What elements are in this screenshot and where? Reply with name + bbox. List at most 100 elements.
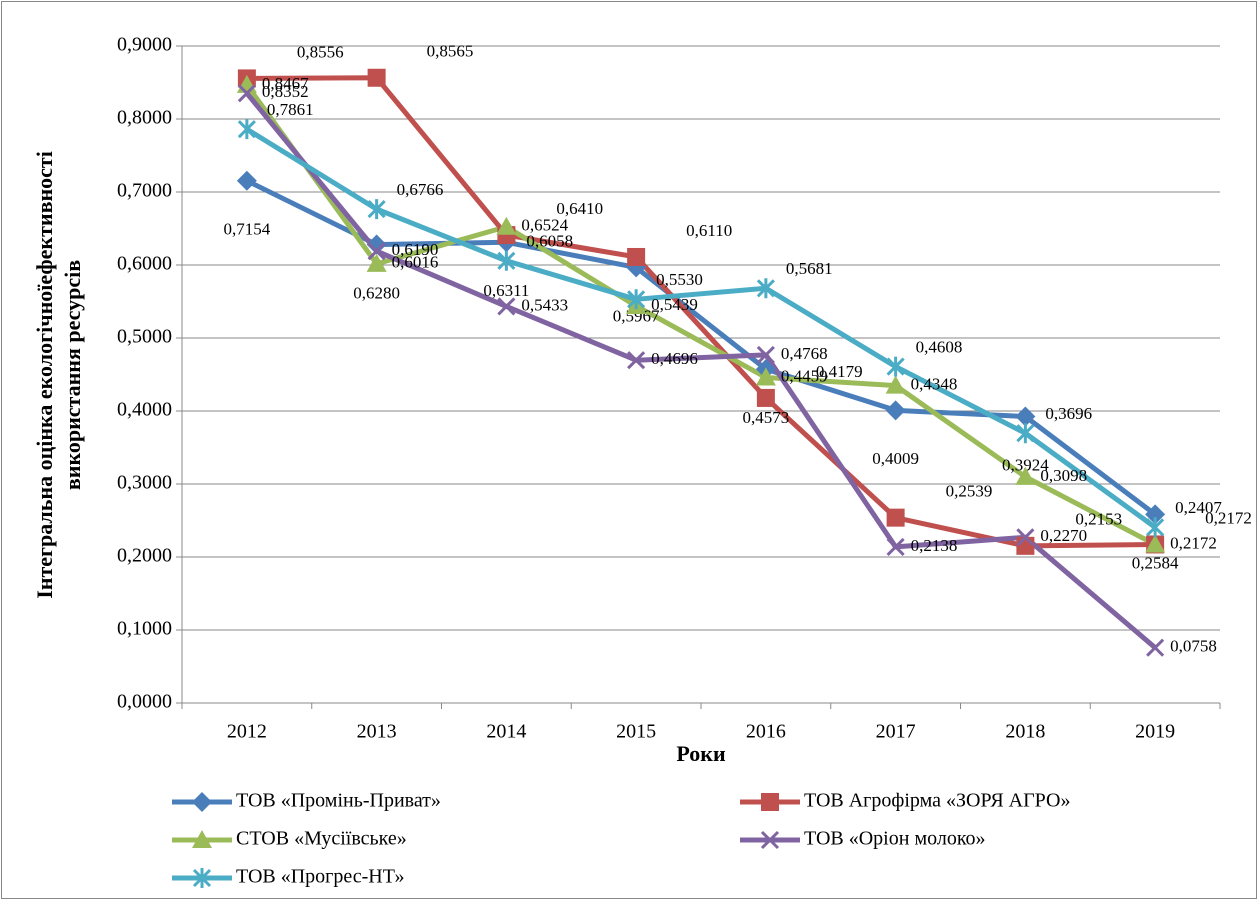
marker [1016,536,1035,555]
marker [886,537,905,556]
data-label: 0,6280 [353,283,400,302]
data-label: 0,6190 [392,240,439,259]
marker [1016,423,1035,444]
data-label: 0,5967 [613,306,660,325]
y-tick-label: 0,9000 [117,34,172,56]
y-tick-label: 0,3000 [117,472,172,494]
data-label: 0,5433 [521,295,568,314]
x-tick-label: 2016 [746,721,786,743]
marker [756,345,775,364]
data-label: 0,4179 [816,362,863,381]
y-tick-label: 0,0000 [117,691,172,713]
legend-label: ТОВ Агрофірма «ЗОРЯ АГРО» [804,790,1070,812]
marker [886,508,905,527]
marker [756,278,775,299]
y-tick-label: 0,5000 [117,326,172,348]
marker [367,68,386,87]
y-axis-title: Інтегральна оцінка екологічноїефективнос… [32,151,57,599]
marker [760,830,780,850]
data-label: 0,2172 [1170,533,1217,552]
data-label: 0,6410 [556,199,603,218]
data-label: 0,4573 [743,408,790,427]
data-label: 0,2584 [1132,553,1179,572]
data-label: 0,6016 [392,253,439,272]
legend-label: ТОВ «Оріон молоко» [804,828,986,850]
legend-label: ТОВ «Промінь-Приват» [236,790,441,812]
marker [756,388,775,407]
x-tick-label: 2019 [1135,721,1175,743]
legend-label: СТОВ «Мусіївське» [236,828,407,850]
marker [236,170,257,191]
data-label: 0,5439 [651,295,698,314]
y-tick-label: 0,8000 [117,107,172,129]
data-label: 0,5530 [656,270,703,289]
data-label: 0,2138 [911,536,958,555]
marker [627,247,646,266]
y-tick-label: 0,7000 [117,180,172,202]
x-tick-label: 2014 [486,721,526,743]
marker [885,400,906,421]
marker [497,297,516,316]
marker [886,356,905,377]
data-label: 0,4459 [781,366,828,385]
x-tick-label: 2015 [616,721,656,743]
marker [237,119,256,140]
data-label: 0,0758 [1170,637,1217,656]
data-label: 0,2539 [946,482,993,501]
data-label: 0,7154 [224,220,271,239]
data-label: 0,2172 [1205,508,1252,527]
data-label: 0,5681 [786,259,833,278]
data-label: 0,7861 [267,100,314,119]
series-line [245,127,1157,530]
data-label: 0,4348 [911,375,958,394]
marker [366,234,387,255]
marker [192,830,212,848]
data-label: 0,6058 [526,232,573,251]
marker [237,84,256,103]
data-label: 0,4009 [872,449,919,468]
data-label: 0,2153 [1075,510,1122,529]
marker [367,199,386,220]
marker [496,216,517,235]
marker [1015,466,1036,485]
marker [1016,528,1035,547]
marker [1145,534,1166,553]
data-label: 0,6766 [397,180,444,199]
series-line [245,178,1157,517]
x-axis-title: Роки [676,741,726,766]
legend-label: ТОВ «Прогрес-НТ» [236,866,404,888]
marker [755,367,776,386]
data-label: 0,3924 [1002,455,1049,474]
data-label: 0,4768 [781,344,828,363]
marker [761,793,779,811]
data-label: 0,6311 [483,281,529,300]
x-tick-label: 2012 [227,721,267,743]
marker [1146,638,1165,657]
x-tick-label: 2013 [357,721,397,743]
data-label: 0,4608 [916,338,963,357]
marker [192,792,212,812]
data-label: 0,6110 [686,221,732,240]
x-tick-label: 2017 [876,721,916,743]
data-label: 0,8565 [427,42,474,61]
data-label: 0,4696 [651,349,698,368]
marker [497,250,516,271]
marker [1146,517,1165,538]
data-label: 0,2407 [1175,498,1222,517]
marker [1015,406,1036,427]
x-tick-label: 2018 [1005,721,1045,743]
y-tick-label: 0,6000 [117,253,172,275]
data-label: 0,8352 [262,82,309,101]
y-tick-label: 0,4000 [117,399,172,421]
marker [627,289,646,310]
data-label: 0,6524 [521,216,568,235]
marker [366,253,387,272]
series-line [244,91,1157,650]
data-label: 0,8556 [297,42,344,61]
marker [885,375,906,394]
data-label: 0,2270 [1040,526,1087,545]
marker [627,351,646,370]
y-tick-label: 0,2000 [117,545,172,567]
data-label: 0,8467 [262,74,309,93]
